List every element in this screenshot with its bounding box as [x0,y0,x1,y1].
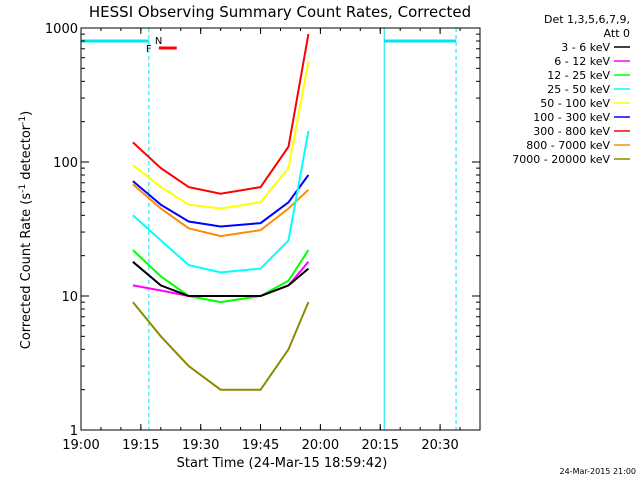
x-axis-label: Start Time (24-Mar-15 18:59:42) [177,456,388,471]
x-tick-label: 20:15 [362,438,399,453]
x-tick-label: 20:30 [421,438,458,453]
legend-label: 12 - 25 keV [547,69,610,82]
series-line [132,249,310,304]
legend-label: 3 - 6 keV [561,41,610,54]
series-line [132,183,310,238]
chart-title: HESSI Observing Summary Count Rates, Cor… [89,3,471,21]
legend-label: 300 - 800 keV [533,125,610,138]
legend-header-line-2: Att 0 [604,27,630,40]
series-line [132,130,310,274]
y-tick-label: 1 [70,424,78,439]
series-line [132,261,310,297]
series-line [132,61,310,210]
x-tick-label: 19:15 [122,438,159,453]
y-axis-label: Corrected Count Rate (s-1 detector-1) [18,111,34,349]
flag-label-n: N [155,36,162,47]
series-line [132,33,310,195]
legend-label: 6 - 12 keV [554,55,610,68]
y-axis: 1 10 100 1000 [45,22,480,439]
plot-area: NF [80,28,457,430]
x-tick-label: 19:00 [62,438,99,453]
legend-header-line-1: Det 1,3,5,6,7,9, [544,13,630,26]
legend-label: 7000 - 20000 keV [512,153,610,166]
legend-label: 50 - 100 keV [540,97,610,110]
legend-label: 25 - 50 keV [547,83,610,96]
x-axis: 19:00 19:15 19:30 19:45 20:00 20:15 20:30 [62,28,481,453]
legend-label: 800 - 7000 keV [526,139,610,152]
y-tick-label: 100 [53,156,78,171]
x-tick-label: 19:30 [182,438,219,453]
series-line [132,174,310,228]
x-tick-label: 20:00 [302,438,339,453]
y-tick-label: 1000 [45,22,78,37]
series-line [132,301,310,391]
x-tick-label: 19:45 [242,438,279,453]
legend-label: 100 - 300 keV [533,111,610,124]
y-tick-label: 10 [61,290,78,305]
flag-label-f: F [146,44,152,55]
footer-date: 24-Mar-2015 21:00 [560,467,637,476]
